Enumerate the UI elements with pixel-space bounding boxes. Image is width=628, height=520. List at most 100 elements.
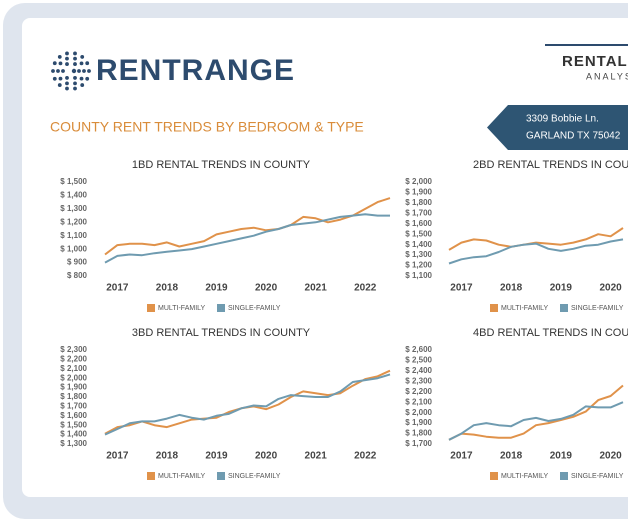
y-tick-label: $ 1,500: [60, 420, 87, 429]
logo-dot: [51, 69, 55, 73]
y-tick-label: $ 1,900: [405, 188, 432, 197]
logo-icon: [51, 51, 91, 91]
legend-swatch: [217, 472, 225, 480]
y-tick-label: $ 1,000: [60, 244, 87, 253]
logo-dot: [73, 86, 77, 91]
y-tick-label: $ 1,200: [405, 261, 432, 270]
chart-title: 3BD RENTAL TRENDS IN COUNTY: [132, 327, 311, 339]
logo-dot: [82, 69, 86, 73]
y-tick-label: $ 900: [67, 258, 88, 267]
legend-label: SINGLE-FAMILY: [228, 305, 281, 312]
x-tick-label: 2019: [550, 283, 573, 294]
logo-dot: [57, 55, 62, 59]
y-tick-label: $ 2,100: [60, 364, 87, 373]
y-tick-label: $ 1,300: [405, 250, 432, 259]
y-tick-label: $ 1,100: [60, 231, 87, 240]
y-tick-label: $ 2,200: [405, 387, 432, 396]
legend-swatch: [147, 304, 155, 312]
address-line: 3309 Bobbie Ln.: [526, 114, 599, 125]
series-line: [448, 238, 624, 265]
address-line: GARLAND TX 75042: [526, 131, 621, 142]
x-tick-label: 2022: [354, 451, 377, 462]
x-tick-label: 2019: [205, 451, 228, 462]
y-tick-label: $ 1,500: [405, 229, 432, 238]
logo-dot: [73, 76, 77, 80]
logo-dot: [73, 51, 77, 56]
x-tick-label: 2018: [156, 283, 179, 294]
logo-dot: [61, 69, 65, 73]
report-subtitle: ANALYS: [586, 71, 628, 81]
x-tick-label: 2017: [450, 283, 473, 294]
legend-swatch: [217, 304, 225, 312]
report-title: RENTAL: [562, 53, 628, 70]
y-tick-label: $ 2,300: [60, 345, 87, 354]
y-tick-label: $ 1,400: [60, 430, 87, 439]
logo-dot: [58, 61, 63, 66]
report-card: [22, 18, 628, 497]
y-tick-label: $ 2,000: [60, 373, 87, 382]
y-tick-label: $ 2,000: [405, 177, 432, 186]
y-tick-label: $ 2,300: [405, 376, 432, 385]
logo-dot: [58, 76, 63, 81]
legend-swatch: [560, 472, 568, 480]
y-tick-label: $ 1,300: [60, 439, 87, 448]
y-tick-label: $ 1,300: [60, 204, 87, 213]
series-line: [104, 373, 391, 436]
x-tick-label: 2019: [550, 451, 573, 462]
logo-dot: [79, 61, 84, 66]
x-tick-label: 2017: [106, 451, 129, 462]
logo-dot: [65, 62, 69, 66]
y-tick-label: $ 2,100: [405, 397, 432, 406]
x-tick-label: 2018: [500, 283, 523, 294]
legend-label: MULTI-FAMILY: [501, 305, 549, 312]
logo-dot: [87, 69, 91, 73]
logo-dot: [80, 83, 85, 87]
x-tick-label: 2018: [156, 451, 179, 462]
legend-swatch: [147, 472, 155, 480]
y-tick-label: $ 2,200: [60, 355, 87, 364]
logo-dot: [56, 69, 60, 73]
chart-title: 4BD RENTAL TRENDS IN COU: [473, 327, 628, 339]
address-banner: [487, 105, 628, 150]
y-tick-label: $ 1,500: [60, 177, 87, 186]
x-tick-label: 2019: [205, 283, 228, 294]
logo-dot: [57, 83, 62, 87]
y-tick-label: $ 1,700: [405, 208, 432, 217]
y-tick-label: $ 1,600: [60, 411, 87, 420]
x-tick-label: 2017: [450, 451, 473, 462]
legend-label: MULTI-FAMILY: [158, 305, 206, 312]
legend-swatch: [560, 304, 568, 312]
series-line: [104, 213, 390, 264]
logo-dot: [65, 76, 69, 80]
y-tick-label: $ 2,500: [405, 356, 432, 365]
logo-text: RENTRANGE: [96, 54, 295, 87]
x-tick-label: 2021: [305, 451, 328, 462]
x-tick-label: 2020: [255, 283, 278, 294]
x-tick-label: 2020: [599, 283, 622, 294]
logo-dot: [65, 86, 69, 91]
y-tick-label: $ 1,800: [60, 392, 87, 401]
logo-dot: [73, 56, 77, 61]
y-tick-label: $ 1,900: [60, 383, 87, 392]
logo-dot: [52, 76, 57, 81]
logo-dot: [77, 69, 81, 73]
logo-dot: [65, 51, 69, 56]
logo-dot: [65, 56, 69, 61]
legend-label: MULTI-FAMILY: [501, 473, 549, 480]
legend-swatch: [490, 472, 498, 480]
legend-label: MULTI-FAMILY: [158, 473, 206, 480]
series-line: [448, 401, 624, 441]
y-tick-label: $ 2,400: [405, 366, 432, 375]
y-tick-label: $ 1,800: [405, 198, 432, 207]
y-tick-label: $ 1,700: [405, 439, 432, 448]
x-tick-label: 2020: [599, 451, 622, 462]
logo-dot: [80, 55, 85, 59]
logo-dot: [79, 76, 84, 81]
y-tick-label: $ 1,400: [405, 240, 432, 249]
y-tick-label: $ 1,400: [60, 191, 87, 200]
logo-dot: [52, 61, 57, 66]
y-tick-label: $ 2,000: [405, 408, 432, 417]
y-tick-label: $ 2,600: [405, 345, 432, 354]
